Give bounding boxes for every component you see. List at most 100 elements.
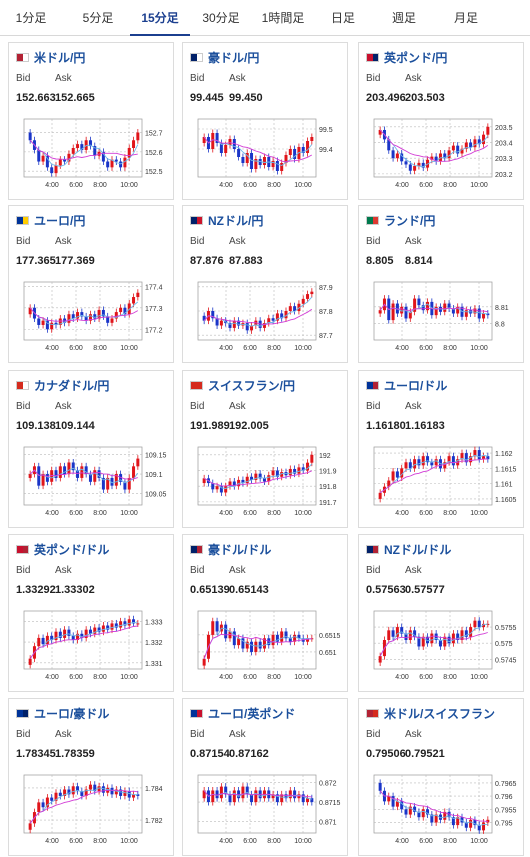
candle-body bbox=[408, 630, 412, 640]
pair-name-link[interactable]: ユーロ/円 bbox=[34, 213, 86, 228]
y-tick-label: 0.871 bbox=[319, 819, 337, 826]
candle-body bbox=[275, 313, 279, 321]
pair-name-link[interactable]: NZドル/円 bbox=[208, 213, 264, 228]
rate-card[interactable]: 米ドル/円 Bid Ask 152.663 152.665 152.7 152.6… bbox=[8, 42, 174, 200]
y-tick-label: 177.4 bbox=[145, 284, 163, 291]
candle-body bbox=[127, 148, 131, 158]
candle-body bbox=[67, 462, 71, 475]
card-header: 豪ドル/円 bbox=[190, 50, 260, 65]
candle-body bbox=[127, 791, 131, 798]
tab-timeframe[interactable]: 1時間足 bbox=[261, 11, 305, 25]
candle-body bbox=[119, 307, 123, 313]
y-tick-label: 8.8 bbox=[495, 321, 505, 328]
tab-timeframe[interactable]: 5分足 bbox=[82, 11, 114, 25]
flag-icon bbox=[366, 380, 379, 390]
candle-body bbox=[430, 814, 434, 823]
chart-frame bbox=[23, 774, 143, 834]
chart-frame bbox=[197, 446, 317, 506]
candle-body bbox=[41, 474, 45, 486]
candle-body bbox=[288, 306, 292, 311]
bid-value: 8.805 bbox=[366, 255, 394, 267]
ask-value: 109.144 bbox=[55, 420, 95, 432]
rate-card[interactable]: ユーロ/円 Bid Ask 177.365 177.369 177.4 177.3… bbox=[8, 205, 174, 363]
pair-name-link[interactable]: 米ドル/スイスフラン bbox=[384, 706, 495, 721]
y-tick-label: 203.2 bbox=[495, 172, 513, 179]
pair-name-link[interactable]: 豪ドル/円 bbox=[208, 50, 260, 65]
candle-body bbox=[447, 150, 451, 159]
rate-card[interactable]: ランド/円 Bid Ask 8.805 8.814 8.81 8.8 4:00 6:0… bbox=[358, 205, 524, 363]
candle-body bbox=[391, 150, 395, 159]
rate-card[interactable]: 豪ドル/円 Bid Ask 99.445 99.450 99.5 99.4 4:00… bbox=[182, 42, 348, 200]
y-tick-label: 1.331 bbox=[145, 661, 163, 668]
card-header: カナダドル/円 bbox=[16, 378, 110, 393]
candle-body bbox=[232, 139, 236, 149]
candle-body bbox=[421, 456, 425, 466]
card-header: NZドル/円 bbox=[190, 213, 264, 228]
x-tick-label: 6:00 bbox=[243, 345, 257, 352]
candle-body bbox=[37, 318, 41, 325]
tab-timeframe[interactable]: 30分足 bbox=[202, 11, 240, 25]
pair-name-link[interactable]: ユーロ/英ポンド bbox=[208, 706, 296, 721]
ask-value: 0.79521 bbox=[405, 748, 445, 760]
candle-body bbox=[58, 792, 62, 796]
pair-name-link[interactable]: カナダドル/円 bbox=[34, 378, 110, 393]
x-tick-label: 6:00 bbox=[243, 838, 257, 845]
candle-body bbox=[477, 450, 481, 460]
chart-frame bbox=[373, 610, 493, 670]
ma-short-line bbox=[203, 627, 312, 659]
candle-body bbox=[267, 475, 271, 482]
rate-card[interactable]: スイスフラン/円 Bid Ask 191.989 192.005 192 191.… bbox=[182, 370, 348, 528]
rate-card[interactable]: ユーロ/ドル Bid Ask 1.16180 1.16183 1.162 1.16… bbox=[358, 370, 524, 528]
pair-name-link[interactable]: ランド/円 bbox=[384, 213, 436, 228]
rate-card[interactable]: 豪ドル/ドル Bid Ask 0.65139 0.65143 0.6515 0.6… bbox=[182, 534, 348, 692]
tab-timeframe[interactable]: 月足 bbox=[453, 11, 478, 25]
pair-name-link[interactable]: ユーロ/ドル bbox=[384, 378, 448, 393]
x-tick-label: 8:00 bbox=[93, 345, 107, 352]
rate-card[interactable]: カナダドル/円 Bid Ask 109.138 109.144 109.15 10… bbox=[8, 370, 174, 528]
ask-value: 87.883 bbox=[229, 255, 263, 267]
pair-name-link[interactable]: 英ポンド/ドル bbox=[34, 542, 110, 557]
x-tick-label: 8:00 bbox=[93, 838, 107, 845]
rate-card[interactable]: NZドル/ドル Bid Ask 0.57563 0.57577 0.5755 0.… bbox=[358, 534, 524, 692]
candle-body bbox=[482, 456, 486, 460]
rate-card[interactable]: NZドル/円 Bid Ask 87.876 87.883 87.9 87.8 87.… bbox=[182, 205, 348, 363]
tab-timeframe[interactable]: 日足 bbox=[330, 11, 355, 25]
rate-card[interactable]: 英ポンド/円 Bid Ask 203.496 203.503 203.5 203.… bbox=[358, 42, 524, 200]
pair-name-link[interactable]: 豪ドル/ドル bbox=[208, 542, 272, 557]
candle-body bbox=[28, 658, 32, 665]
x-tick-label: 8:00 bbox=[93, 674, 107, 681]
y-tick-label: 0.575 bbox=[495, 641, 513, 648]
tab-timeframe[interactable]: 1分足 bbox=[15, 11, 47, 25]
tab-timeframe[interactable]: 15分足 bbox=[130, 0, 190, 36]
candle-body bbox=[254, 473, 258, 480]
candle-body bbox=[224, 486, 228, 493]
candle-body bbox=[395, 801, 399, 807]
rate-card[interactable]: 米ドル/スイスフラン Bid Ask 0.79506 0.79521 0.796… bbox=[358, 698, 524, 856]
candle-body bbox=[413, 459, 417, 469]
tab-timeframe[interactable]: 週足 bbox=[391, 11, 416, 25]
ask-value: 8.814 bbox=[405, 255, 433, 267]
y-tick-label: 99.5 bbox=[319, 127, 333, 134]
x-tick-label: 10:00 bbox=[470, 838, 488, 845]
pair-name-link[interactable]: スイスフラン/円 bbox=[208, 378, 295, 393]
candle-body bbox=[50, 322, 54, 330]
pair-name-link[interactable]: 英ポンド/円 bbox=[384, 50, 448, 65]
y-tick-label: 152.5 bbox=[145, 169, 163, 176]
candle-body bbox=[250, 325, 254, 331]
candle-body bbox=[451, 633, 455, 644]
rate-card[interactable]: 英ポンド/ドル Bid Ask 1.33292 1.33302 1.333 1.3… bbox=[8, 534, 174, 692]
pair-name-link[interactable]: 米ドル/円 bbox=[34, 50, 86, 65]
rate-card[interactable]: ユーロ/英ポンド Bid Ask 0.87154 0.87162 0.872 0.… bbox=[182, 698, 348, 856]
candle-body bbox=[202, 478, 206, 484]
candle-body bbox=[71, 786, 75, 795]
candle-body bbox=[202, 315, 206, 321]
x-tick-label: 6:00 bbox=[419, 510, 433, 517]
x-tick-label: 6:00 bbox=[69, 674, 83, 681]
pair-name-link[interactable]: ユーロ/豪ドル bbox=[34, 706, 110, 721]
candle-body bbox=[219, 320, 223, 326]
candle-body bbox=[482, 134, 486, 145]
candle-body bbox=[464, 630, 468, 637]
pair-name-link[interactable]: NZドル/ドル bbox=[384, 542, 452, 557]
rate-card[interactable]: ユーロ/豪ドル Bid Ask 1.78345 1.78359 1.784 1.7… bbox=[8, 698, 174, 856]
candle-body bbox=[417, 811, 421, 818]
